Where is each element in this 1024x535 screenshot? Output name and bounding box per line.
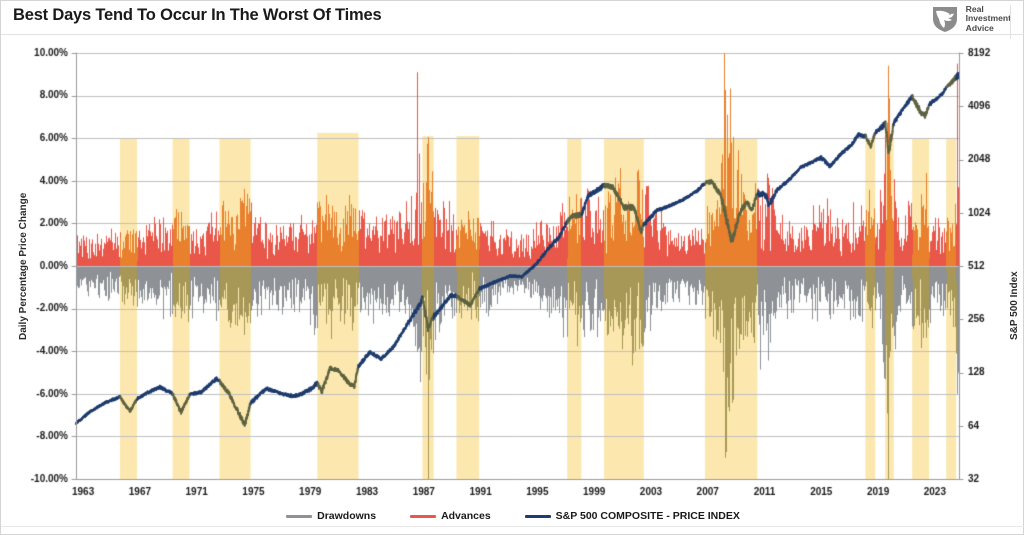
logo-line-1: Real [965,3,984,14]
y-axis-right-title: S&P 500 Index [1009,271,1020,340]
brand-logo-text: Real Investment Advice [965,3,1011,33]
legend-label-sp500: S&P 500 COMPOSITE - PRICE INDEX [555,510,740,522]
page-title: Best Days Tend To Occur In The Worst Of … [13,6,382,24]
y-axis-left-title: Daily Percentage Price Change [18,192,29,340]
chart-legend: Drawdowns Advances S&P 500 COMPOSITE - P… [1,504,1024,528]
legend-item-sp500[interactable]: S&P 500 COMPOSITE - PRICE INDEX [524,510,740,522]
chart-plot-area: Daily Percentage Price Change S&P 500 In… [1,35,1024,501]
eagle-shield-icon [932,7,957,32]
chart-header: Best Days Tend To Occur In The Worst Of … [1,1,1024,39]
header-divider [1,34,1024,35]
legend-label-advances: Advances [441,510,491,522]
logo-line-2: Investment [965,13,1011,24]
legend-item-drawdowns[interactable]: Drawdowns [286,510,376,522]
legend-swatch-advances [410,514,437,518]
legend-item-advances[interactable]: Advances [410,510,491,522]
legend-swatch-drawdowns [286,514,313,518]
brand-logo: Real Investment Advice [930,3,1011,39]
stock-chart-canvas [1,35,1024,501]
legend-divider [1,526,1024,527]
legend-label-drawdowns: Drawdowns [317,510,377,522]
legend-swatch-sp500 [524,514,551,518]
logo-divider [1010,5,1011,39]
logo-line-3: Advice [965,22,994,33]
